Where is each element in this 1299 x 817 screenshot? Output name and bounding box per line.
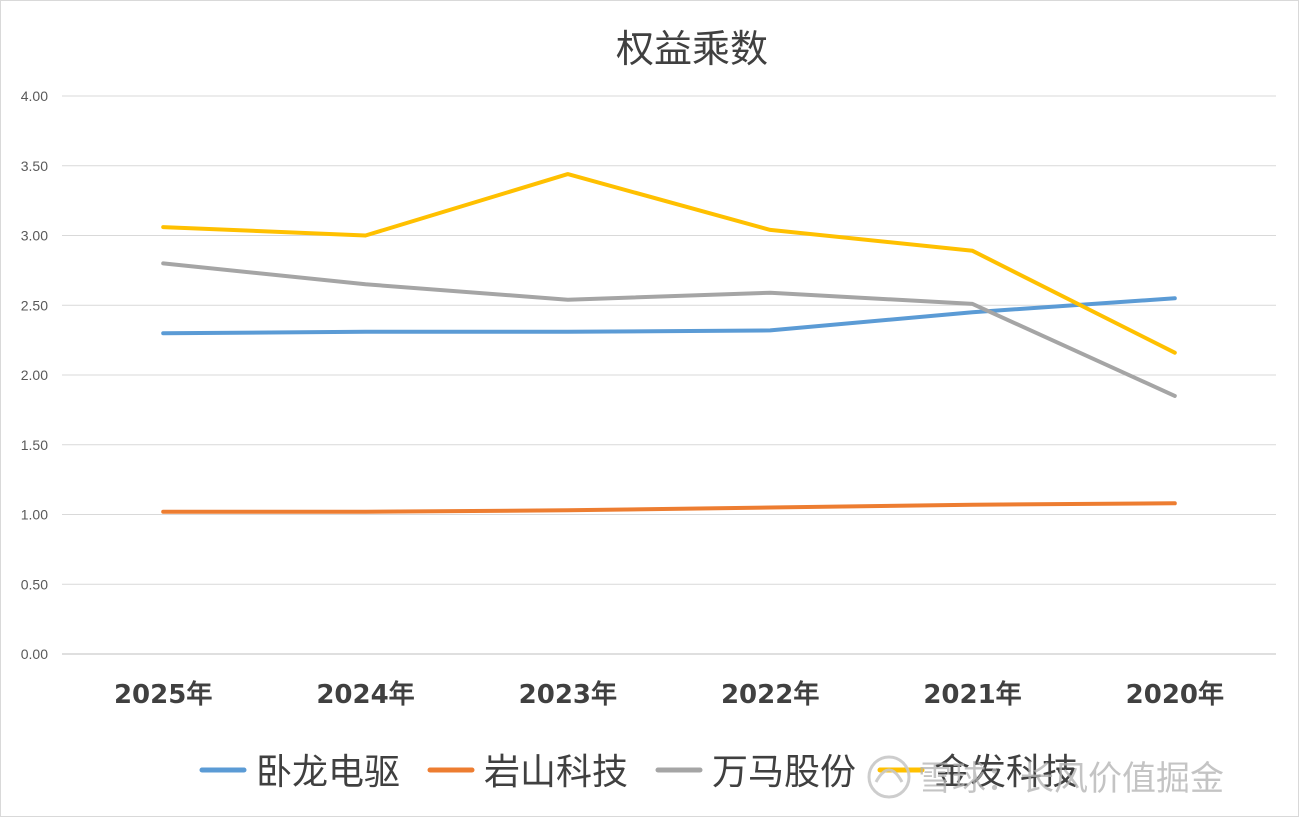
series-line — [161, 296, 1177, 336]
gridlines — [62, 95, 1276, 655]
y-tick-label: 0.50 — [21, 576, 48, 592]
watermark-text: 雪球：长风价值掘金 — [918, 759, 1224, 799]
x-tick-label: 2022年 — [721, 679, 819, 710]
series-line — [161, 501, 1177, 514]
snowball-logo-icon — [867, 755, 911, 799]
x-tick-label: 2020年 — [1126, 679, 1224, 710]
y-axis-ticks: 0.00 0.50 1.00 1.50 2.00 2.50 3.00 3.50 4.00 — [21, 88, 48, 662]
x-tick-label: 2025年 — [114, 679, 212, 710]
chart-title: 权益乘数 — [616, 27, 768, 71]
legend-label: 万马股份 — [712, 752, 856, 793]
series-line — [161, 261, 1177, 398]
legend-label: 卧龙电驱 — [256, 752, 400, 793]
y-tick-label: 0.00 — [21, 646, 48, 662]
y-tick-label: 3.50 — [21, 158, 48, 174]
watermark: 雪球：长风价值掘金 — [867, 755, 1224, 799]
legend-label: 金发科技 — [934, 752, 1078, 793]
y-tick-label: 4.00 — [21, 88, 48, 104]
legend-label: 岩山科技 — [484, 752, 628, 793]
x-axis-ticks: 2025年 2024年 2023年 2022年 2021年 2020年 — [114, 679, 1224, 710]
y-tick-label: 2.00 — [21, 367, 48, 383]
x-tick-label: 2021年 — [923, 679, 1021, 710]
series-lines — [161, 172, 1177, 514]
y-tick-label: 2.50 — [21, 297, 48, 313]
x-tick-label: 2023年 — [519, 679, 617, 710]
y-tick-label: 1.00 — [21, 507, 48, 523]
series-line — [161, 172, 1177, 355]
legend: 卧龙电驱 岩山科技 万马股份 金发科技 — [199, 752, 1078, 793]
y-tick-label: 3.00 — [21, 228, 48, 244]
y-tick-label: 1.50 — [21, 437, 48, 453]
x-tick-label: 2024年 — [316, 679, 414, 710]
